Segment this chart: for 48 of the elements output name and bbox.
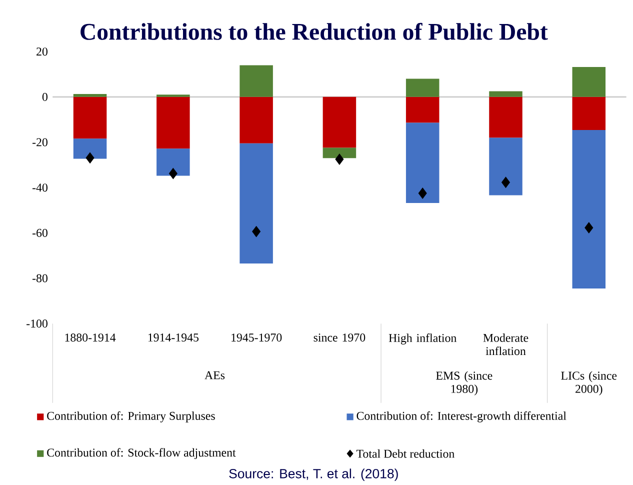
bar bbox=[406, 78, 440, 97]
y-tick-label: 20 bbox=[36, 47, 48, 56]
point bbox=[418, 188, 427, 199]
bar bbox=[406, 96, 440, 123]
legend-label: Contribution of: Primary Surpluses bbox=[47, 411, 215, 422]
x-tick-label: High inflation bbox=[388, 333, 456, 344]
point bbox=[584, 222, 594, 234]
y-tick-label: -80 bbox=[32, 274, 48, 282]
bar bbox=[73, 138, 107, 159]
bar bbox=[489, 91, 522, 97]
bar bbox=[572, 66, 606, 97]
source-note: Source: Best, T. et al. (2018) bbox=[229, 468, 398, 481]
point bbox=[335, 154, 344, 165]
bar bbox=[406, 122, 440, 203]
bar bbox=[240, 65, 273, 97]
bar bbox=[156, 96, 190, 148]
bar bbox=[240, 143, 273, 264]
legend-label: Contribution of: Stock-flow adjustment bbox=[47, 448, 236, 459]
bar bbox=[156, 148, 190, 176]
point bbox=[252, 226, 261, 237]
text: AEs bbox=[204, 371, 225, 380]
point bbox=[168, 168, 178, 179]
bar bbox=[489, 138, 522, 196]
x-tick-label: Moderate inflation bbox=[483, 333, 528, 355]
bar bbox=[73, 94, 107, 97]
y-tick-label: -20 bbox=[32, 138, 48, 146]
x-tick-label: 1914-1945 bbox=[148, 333, 199, 342]
y-tick-label: -60 bbox=[32, 228, 48, 237]
point bbox=[86, 152, 94, 164]
bar bbox=[572, 96, 606, 130]
chart-title: Contributions to the Reduction of Public Debt bbox=[80, 22, 548, 40]
bar bbox=[73, 96, 107, 138]
legend-label: Contribution of: Interest-growth differential bbox=[356, 411, 566, 422]
bar bbox=[322, 96, 356, 148]
text: LICs (since 2000) bbox=[561, 371, 617, 396]
x-tick-label: 1945-1970 bbox=[232, 333, 282, 342]
bar bbox=[572, 130, 606, 288]
text: EMS (since 1980) bbox=[436, 371, 492, 396]
x-tick-label: since 1970 bbox=[314, 333, 366, 342]
y-tick-label: 0 bbox=[42, 92, 48, 101]
point bbox=[502, 176, 510, 188]
x-tick-label: 1880-1914 bbox=[65, 333, 116, 342]
bar bbox=[322, 148, 356, 158]
bar bbox=[240, 96, 273, 144]
bar bbox=[489, 96, 522, 138]
legend-label: Total Debt reduction bbox=[356, 449, 454, 458]
y-tick-label: -40 bbox=[32, 183, 48, 192]
y-tick-label: -100 bbox=[26, 319, 48, 328]
